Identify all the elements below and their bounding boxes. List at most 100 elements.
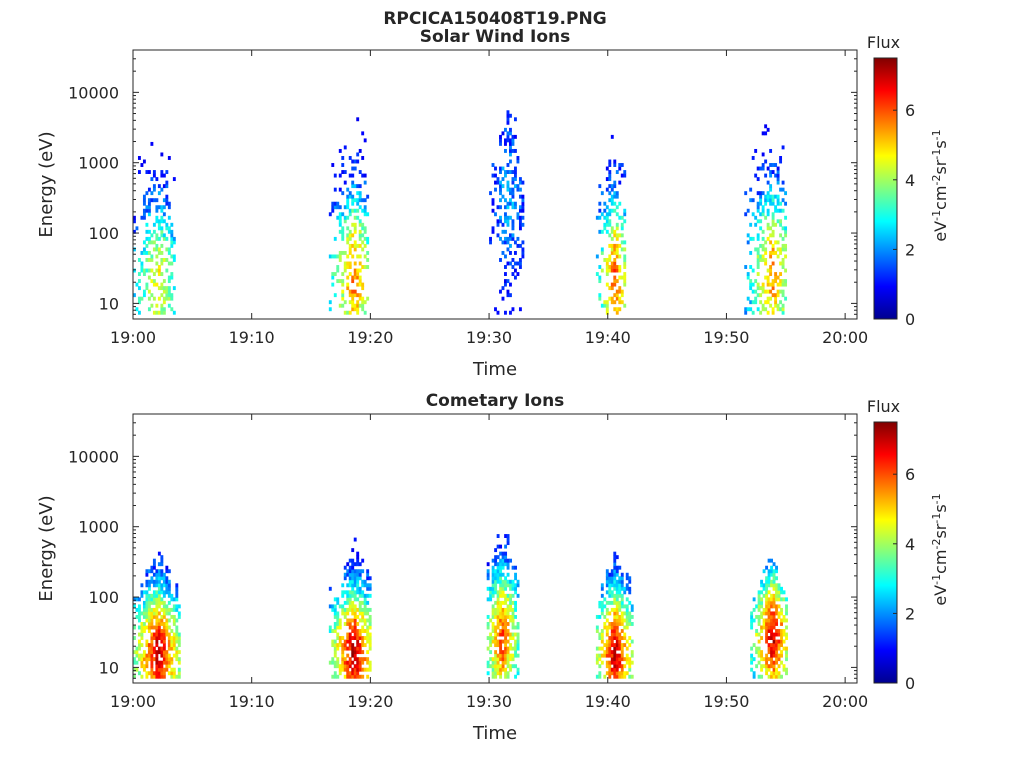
heatmap-cell bbox=[341, 191, 345, 196]
heatmap-cell bbox=[155, 583, 159, 588]
heatmap-cell bbox=[775, 593, 778, 598]
heatmap-cell bbox=[368, 632, 372, 637]
heatmap-cell bbox=[774, 173, 778, 178]
heatmap-cell bbox=[772, 562, 776, 567]
heatmap-cell bbox=[620, 650, 624, 655]
heatmap-cell bbox=[162, 650, 166, 655]
heatmap-cell bbox=[160, 293, 164, 298]
heatmap-cell bbox=[368, 593, 372, 598]
heatmap-cell bbox=[348, 625, 352, 630]
heatmap-cell bbox=[608, 600, 612, 605]
heatmap-cell bbox=[767, 625, 771, 630]
heatmap-cell bbox=[625, 671, 629, 676]
heatmap-cell bbox=[368, 625, 372, 630]
heatmap-cell bbox=[511, 180, 515, 185]
heatmap-cell bbox=[496, 310, 500, 315]
heatmap-cell bbox=[341, 289, 345, 294]
heatmap-cell bbox=[351, 180, 355, 185]
heatmap-cell bbox=[780, 590, 783, 595]
heatmap-cell bbox=[348, 657, 352, 662]
heatmap-cell bbox=[501, 166, 505, 171]
heatmap-cell bbox=[150, 639, 154, 644]
heatmap-cell bbox=[615, 194, 619, 199]
heatmap-cell bbox=[155, 268, 159, 273]
heatmap-cell bbox=[620, 247, 624, 252]
heatmap-cell bbox=[610, 625, 614, 630]
heatmap-cell bbox=[172, 667, 176, 672]
heatmap-cell bbox=[140, 625, 144, 630]
heatmap-cell bbox=[781, 145, 785, 150]
heatmap-cell bbox=[351, 611, 355, 616]
colorbar-tick-label: 6 bbox=[905, 465, 915, 484]
heatmap-cell bbox=[615, 667, 619, 672]
heatmap-cell bbox=[620, 614, 624, 619]
heatmap-cell bbox=[165, 268, 169, 273]
heatmap-cell bbox=[511, 646, 515, 651]
heatmap-cell bbox=[361, 650, 365, 655]
heatmap-cell bbox=[157, 247, 161, 252]
heatmap-cell bbox=[509, 643, 513, 648]
y-tick-label: 10 bbox=[99, 658, 119, 677]
heatmap-cell bbox=[356, 159, 360, 164]
heatmap-cell bbox=[338, 604, 342, 609]
heatmap-cell bbox=[782, 590, 786, 595]
heatmap-cell bbox=[766, 194, 770, 199]
heatmap-cell bbox=[341, 170, 345, 174]
heatmap-cell bbox=[511, 607, 515, 612]
heatmap-cell bbox=[785, 671, 788, 676]
heatmap-cell bbox=[348, 265, 352, 269]
heatmap-cell bbox=[511, 622, 515, 626]
heatmap-cell bbox=[353, 247, 357, 252]
heatmap-cell bbox=[338, 187, 342, 192]
heatmap-cell bbox=[162, 579, 166, 584]
heatmap-cell bbox=[779, 282, 783, 287]
heatmap-cell bbox=[511, 600, 515, 605]
heatmap-cell bbox=[142, 208, 146, 213]
heatmap-cell bbox=[771, 212, 775, 217]
heatmap-cell bbox=[777, 639, 781, 644]
heatmap-cell bbox=[343, 250, 347, 255]
heatmap-cell bbox=[613, 163, 617, 167]
heatmap-cell bbox=[346, 233, 350, 238]
heatmap-cell bbox=[767, 600, 771, 605]
heatmap-cell bbox=[368, 639, 372, 644]
heatmap-cell bbox=[338, 622, 342, 626]
heatmap-cell bbox=[351, 586, 355, 591]
heatmap-cell bbox=[358, 657, 362, 662]
heatmap-cell bbox=[608, 586, 612, 591]
heatmap-cell bbox=[356, 551, 360, 556]
heatmap-cell bbox=[356, 597, 360, 602]
heatmap-cell bbox=[336, 279, 340, 284]
heatmap-cell bbox=[772, 660, 776, 665]
heatmap-cell bbox=[147, 618, 151, 623]
heatmap-cell bbox=[489, 618, 493, 623]
heatmap-cell bbox=[516, 243, 520, 248]
heatmap-cell bbox=[175, 597, 179, 602]
heatmap-cell bbox=[170, 629, 174, 633]
heatmap-cell bbox=[774, 296, 778, 301]
heatmap-cell bbox=[623, 674, 627, 679]
heatmap-cell bbox=[348, 632, 352, 637]
heatmap-cell bbox=[509, 159, 512, 164]
heatmap-cell bbox=[353, 674, 357, 679]
heatmap-cell bbox=[356, 636, 360, 640]
x-tick-label: 19:50 bbox=[703, 328, 749, 347]
heatmap-cell bbox=[506, 289, 510, 294]
heatmap-cell bbox=[620, 600, 624, 605]
heatmap-cell bbox=[366, 236, 370, 241]
heatmap-cell bbox=[366, 258, 370, 262]
heatmap-cell bbox=[501, 639, 505, 644]
heatmap-cell bbox=[162, 296, 166, 301]
heatmap-cell bbox=[346, 667, 350, 672]
heatmap-cell bbox=[140, 583, 144, 588]
heatmap-cell bbox=[499, 219, 502, 224]
heatmap-cell bbox=[509, 236, 512, 241]
heatmap-cell bbox=[361, 618, 365, 623]
heatmap-cell bbox=[613, 551, 617, 556]
heatmap-cell bbox=[155, 208, 159, 213]
heatmap-cell bbox=[761, 254, 765, 259]
heatmap-cell bbox=[366, 639, 370, 644]
heatmap-cell bbox=[348, 250, 352, 255]
heatmap-cell bbox=[608, 579, 612, 584]
heatmap-cell bbox=[348, 558, 352, 563]
